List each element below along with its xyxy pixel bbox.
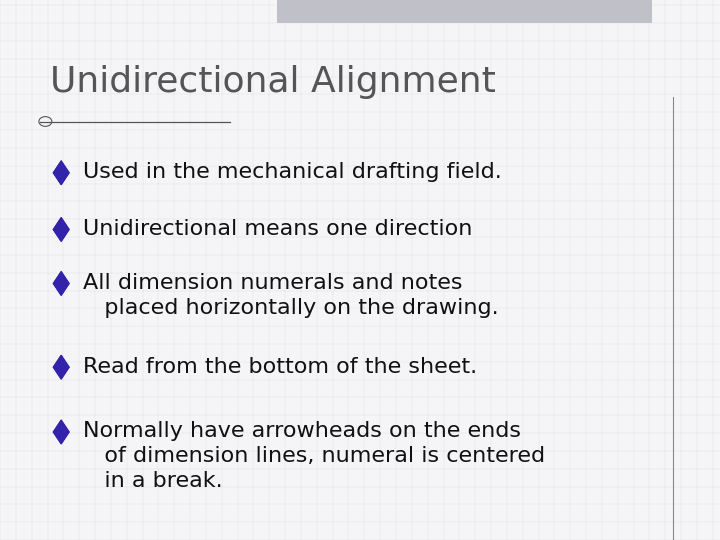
Text: All dimension numerals and notes
   placed horizontally on the drawing.: All dimension numerals and notes placed … xyxy=(83,273,498,318)
Polygon shape xyxy=(53,355,69,379)
FancyBboxPatch shape xyxy=(277,0,652,23)
Polygon shape xyxy=(53,272,69,295)
Text: Normally have arrowheads on the ends
   of dimension lines, numeral is centered
: Normally have arrowheads on the ends of … xyxy=(83,421,545,491)
Polygon shape xyxy=(53,218,69,241)
Text: Read from the bottom of the sheet.: Read from the bottom of the sheet. xyxy=(83,356,477,376)
Polygon shape xyxy=(53,420,69,444)
Text: Used in the mechanical drafting field.: Used in the mechanical drafting field. xyxy=(83,162,502,182)
Text: Unidirectional means one direction: Unidirectional means one direction xyxy=(83,219,472,239)
Text: Unidirectional Alignment: Unidirectional Alignment xyxy=(50,65,496,99)
Polygon shape xyxy=(53,161,69,185)
